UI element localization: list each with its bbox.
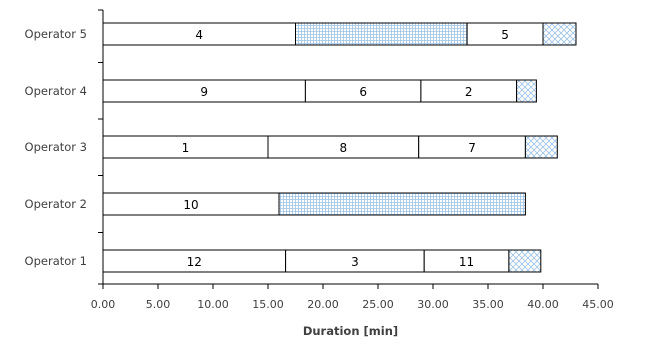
job-label: 4 bbox=[195, 28, 203, 42]
x-tick-label: 15.00 bbox=[252, 298, 284, 311]
setup-bar-segment bbox=[542, 22, 577, 46]
x-tick-label: 45.00 bbox=[582, 298, 614, 311]
x-ticks: 0.00 5.00 10.00 15.00 20.00 25.00 30.00 35.00 40… bbox=[91, 284, 614, 311]
job-label: 12 bbox=[187, 255, 202, 269]
idle-bar-segment bbox=[278, 192, 526, 216]
job-label: 6 bbox=[359, 85, 367, 99]
x-axis-title: Duration [min] bbox=[303, 324, 398, 338]
job-label: 7 bbox=[468, 141, 476, 155]
setup-bar-segment bbox=[508, 249, 542, 273]
job-label: 10 bbox=[183, 198, 198, 212]
operator-label: Operator 3 bbox=[25, 140, 87, 154]
job-label: 11 bbox=[459, 255, 474, 269]
job-label: 1 bbox=[182, 141, 190, 155]
operator-label: Operator 2 bbox=[25, 197, 87, 211]
job-label: 2 bbox=[465, 85, 473, 99]
x-tick-label: 5.00 bbox=[146, 298, 171, 311]
x-tick-label: 25.00 bbox=[362, 298, 394, 311]
job-label: 3 bbox=[351, 255, 359, 269]
idle-bar-segment bbox=[295, 22, 468, 46]
x-tick-label: 0.00 bbox=[91, 298, 116, 311]
x-tick-label: 40.00 bbox=[527, 298, 559, 311]
y-category-labels: Operator 5 Operator 4 Operator 3 Operator 2… bbox=[25, 27, 87, 268]
setup-bar-segment bbox=[524, 135, 558, 159]
job-label: 8 bbox=[340, 141, 348, 155]
setup-bar-segment bbox=[516, 79, 537, 103]
x-tick-label: 20.00 bbox=[307, 298, 339, 311]
operator-label: Operator 5 bbox=[25, 27, 87, 41]
axes-layer bbox=[98, 9, 598, 285]
x-tick-label: 30.00 bbox=[417, 298, 449, 311]
x-tick-label: 35.00 bbox=[472, 298, 504, 311]
job-label: 5 bbox=[501, 28, 509, 42]
job-label: 9 bbox=[200, 85, 208, 99]
bar-layer: 4 5 9 6 2 1 8 7 10 12 3 11 bbox=[102, 22, 577, 273]
x-tick-label: 10.00 bbox=[197, 298, 229, 311]
operator-label: Operator 1 bbox=[25, 254, 87, 268]
operator-label: Operator 4 bbox=[25, 84, 87, 98]
